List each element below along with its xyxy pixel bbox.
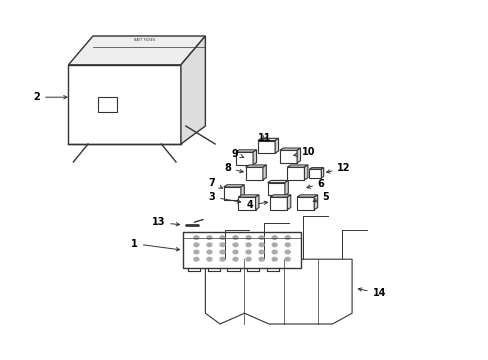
Polygon shape xyxy=(285,180,288,195)
Circle shape xyxy=(272,236,277,239)
Circle shape xyxy=(206,250,211,254)
Polygon shape xyxy=(314,195,317,210)
Text: 11: 11 xyxy=(257,132,271,143)
Circle shape xyxy=(259,243,264,247)
Polygon shape xyxy=(297,148,300,163)
Polygon shape xyxy=(304,165,307,180)
Polygon shape xyxy=(235,152,253,165)
Circle shape xyxy=(245,236,250,239)
Circle shape xyxy=(285,250,289,254)
Circle shape xyxy=(194,257,199,261)
Polygon shape xyxy=(68,65,181,144)
Text: 12: 12 xyxy=(326,163,350,173)
Polygon shape xyxy=(205,259,351,324)
Circle shape xyxy=(233,236,238,239)
Circle shape xyxy=(206,257,211,261)
Polygon shape xyxy=(235,150,256,152)
Polygon shape xyxy=(321,168,323,178)
Text: 7: 7 xyxy=(208,177,222,188)
Text: 13: 13 xyxy=(151,217,179,228)
Polygon shape xyxy=(296,195,317,197)
Text: 9: 9 xyxy=(231,149,243,159)
Text: 8: 8 xyxy=(224,163,243,173)
Circle shape xyxy=(206,243,211,247)
Polygon shape xyxy=(238,195,259,197)
Polygon shape xyxy=(223,187,241,200)
Text: 5: 5 xyxy=(312,192,329,202)
Polygon shape xyxy=(267,180,288,183)
Circle shape xyxy=(285,257,289,261)
Circle shape xyxy=(220,243,224,247)
Circle shape xyxy=(245,257,250,261)
Polygon shape xyxy=(269,197,287,210)
Circle shape xyxy=(194,250,199,254)
Polygon shape xyxy=(286,165,307,167)
Polygon shape xyxy=(269,195,290,197)
Polygon shape xyxy=(275,138,278,153)
Circle shape xyxy=(245,243,250,247)
Circle shape xyxy=(194,243,199,247)
Polygon shape xyxy=(287,195,290,210)
Circle shape xyxy=(233,250,238,254)
Polygon shape xyxy=(309,168,323,169)
Polygon shape xyxy=(309,169,321,178)
Polygon shape xyxy=(257,140,275,153)
Text: 6: 6 xyxy=(306,179,324,189)
Text: 2: 2 xyxy=(33,92,67,102)
Circle shape xyxy=(285,236,289,239)
Text: 10: 10 xyxy=(293,147,315,157)
Polygon shape xyxy=(255,195,259,210)
Polygon shape xyxy=(68,36,205,65)
Polygon shape xyxy=(279,148,300,150)
Polygon shape xyxy=(223,185,244,187)
Circle shape xyxy=(272,243,277,247)
Text: 1: 1 xyxy=(131,239,179,251)
Circle shape xyxy=(220,257,224,261)
Circle shape xyxy=(233,257,238,261)
Circle shape xyxy=(220,250,224,254)
Polygon shape xyxy=(245,165,266,167)
Polygon shape xyxy=(181,36,205,144)
Polygon shape xyxy=(238,197,255,210)
Polygon shape xyxy=(253,150,256,165)
Circle shape xyxy=(259,236,264,239)
Circle shape xyxy=(259,250,264,254)
Text: 3: 3 xyxy=(208,192,240,203)
Circle shape xyxy=(206,236,211,239)
Polygon shape xyxy=(296,197,314,210)
Polygon shape xyxy=(257,138,278,140)
Polygon shape xyxy=(245,167,263,180)
Circle shape xyxy=(233,243,238,247)
Text: 14: 14 xyxy=(358,288,386,298)
Text: 4: 4 xyxy=(246,200,267,210)
Circle shape xyxy=(194,236,199,239)
Polygon shape xyxy=(267,183,285,195)
Polygon shape xyxy=(241,185,244,200)
Circle shape xyxy=(285,243,289,247)
Polygon shape xyxy=(263,165,266,180)
Circle shape xyxy=(245,250,250,254)
Polygon shape xyxy=(279,150,297,163)
Polygon shape xyxy=(183,232,300,268)
Text: BATT FUSES: BATT FUSES xyxy=(133,37,155,42)
Polygon shape xyxy=(286,167,304,180)
Circle shape xyxy=(259,257,264,261)
Circle shape xyxy=(272,250,277,254)
Circle shape xyxy=(272,257,277,261)
Circle shape xyxy=(220,236,224,239)
